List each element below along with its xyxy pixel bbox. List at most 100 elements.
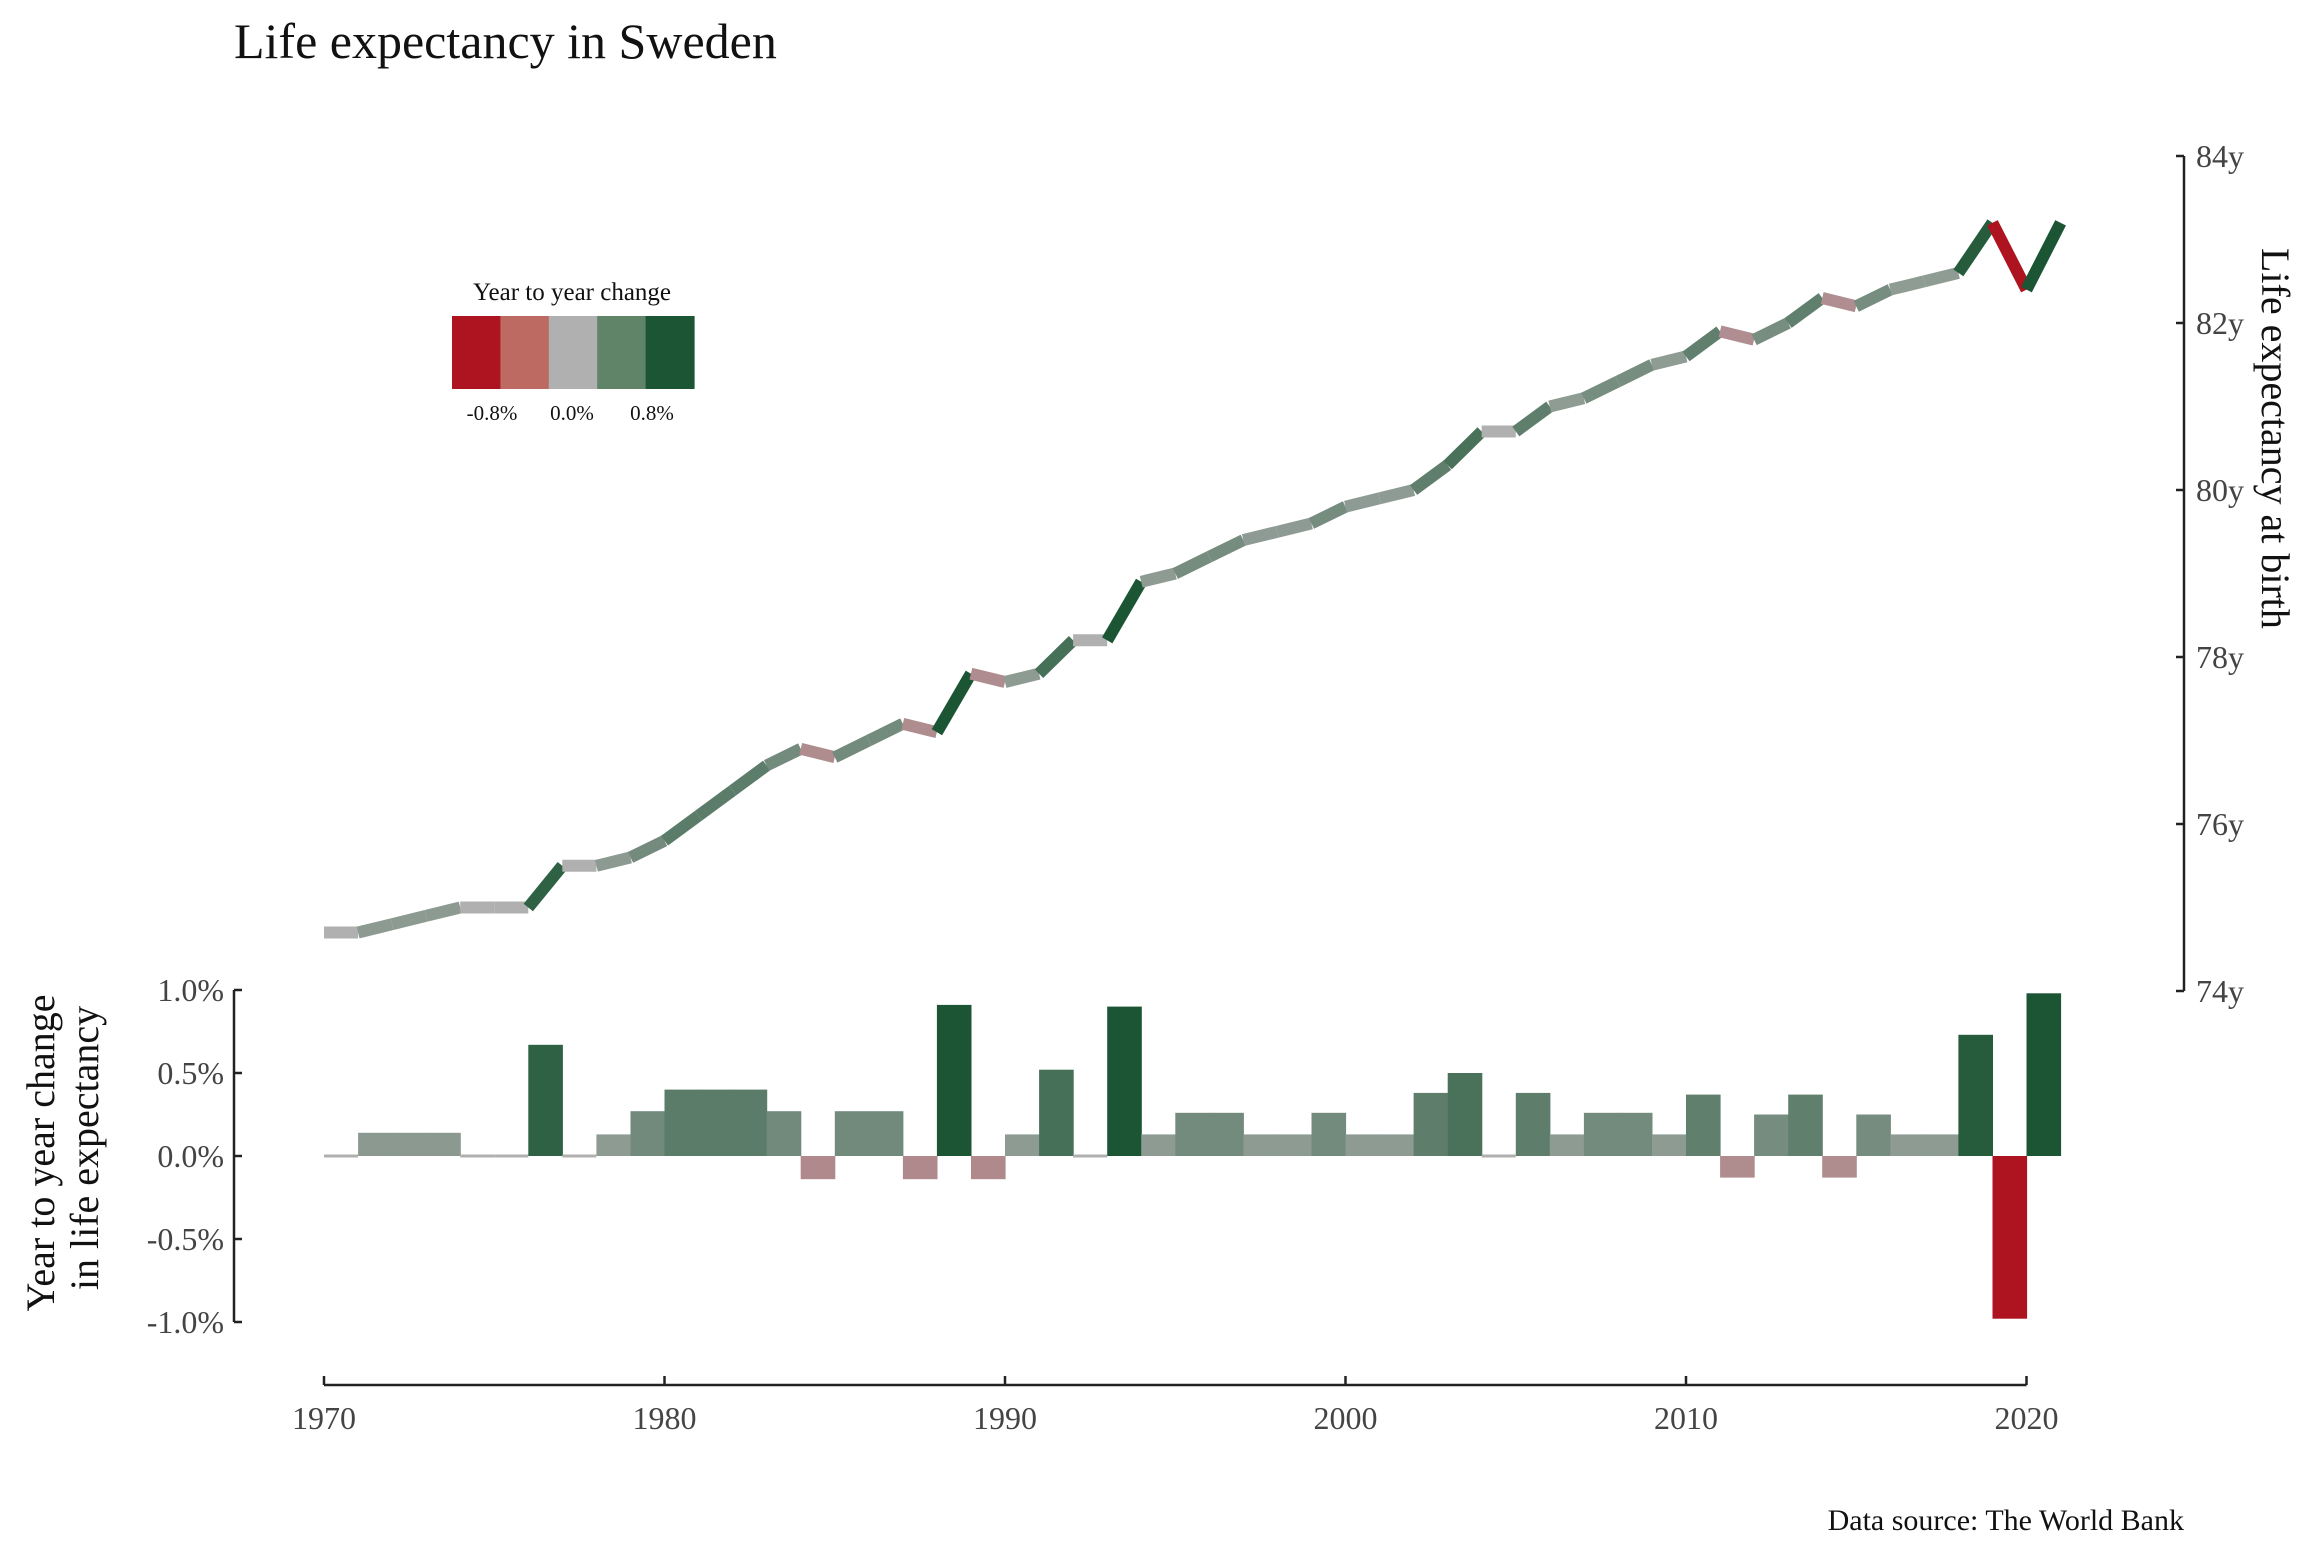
data-source: Data source: The World Bank — [1828, 1504, 2184, 1537]
bar — [800, 1156, 836, 1180]
line-segment — [523, 862, 567, 912]
bottom-axis-tick-label: 1980 — [633, 1400, 697, 1436]
bar — [1617, 1112, 1653, 1156]
line-segment — [1888, 275, 1926, 296]
bar — [1890, 1134, 1925, 1156]
bar — [664, 1089, 700, 1156]
line-segment — [799, 742, 837, 764]
bar — [1992, 1156, 2028, 1319]
bar — [392, 1132, 427, 1156]
line-segment — [1241, 525, 1279, 546]
line-segment — [594, 851, 632, 872]
line-segment — [1682, 326, 1724, 362]
yearly-change-axis: -1.0% -0.5% 0.0% 0.5% 1.0% — [147, 972, 242, 1340]
line-segment — [1344, 492, 1381, 513]
line-segment — [1410, 460, 1452, 495]
bar — [1447, 1073, 1483, 1156]
bottom-axis-tick-label: 2010 — [1654, 1400, 1718, 1436]
right-axis-tick-label: 74y — [2196, 973, 2244, 1009]
right-axis-tick-label: 82y — [2196, 305, 2244, 341]
line-segment — [1853, 284, 1893, 312]
life-expectancy-line-panel — [324, 219, 2066, 939]
bar — [1311, 1112, 1347, 1156]
line-segment — [1102, 578, 1147, 644]
line-segment — [356, 918, 394, 939]
bar-y-axis-title-line-1: Year to year change — [18, 995, 63, 1312]
line-segment — [2021, 220, 2066, 293]
bottom-axis-tick-label: 2000 — [1314, 1400, 1378, 1436]
line-segment — [832, 735, 872, 763]
line-segment — [1308, 501, 1349, 529]
bar — [358, 1132, 393, 1156]
bar-y-axis-title-line-2: in life expectancy — [62, 1006, 107, 1290]
bar — [1788, 1094, 1823, 1156]
line-segment — [1172, 551, 1212, 579]
legend-swatch — [452, 316, 501, 389]
legend-swatches — [452, 316, 695, 389]
bar — [1141, 1134, 1176, 1156]
line-segment — [660, 810, 703, 846]
bar — [1686, 1094, 1721, 1156]
bar — [766, 1111, 802, 1156]
bar — [1822, 1156, 1857, 1178]
bar — [732, 1089, 768, 1156]
bottom-axis-tick-label: 1970 — [292, 1400, 356, 1436]
legend-swatch — [548, 316, 598, 389]
bar — [1379, 1134, 1415, 1156]
line-segment — [1922, 267, 1960, 288]
yearly-change-bar-panel — [324, 993, 2062, 1319]
legend-swatch — [597, 316, 647, 389]
left-axis-tick-label: -1.0% — [147, 1304, 224, 1340]
line-segment — [1034, 636, 1078, 678]
bar — [1413, 1092, 1449, 1156]
line-segment — [1139, 567, 1177, 588]
line-segment — [1512, 401, 1554, 437]
line-segment — [1987, 220, 2032, 293]
line-segment — [969, 667, 1007, 688]
line-segment — [390, 909, 428, 931]
bar — [1924, 1134, 1959, 1156]
legend-swatch — [500, 316, 550, 389]
line-segment — [931, 670, 977, 736]
year-axis: 1970 1980 1990 2000 2010 2020 — [292, 1376, 2059, 1436]
bar-y-axis-title: Year to year change in life expectancy — [18, 985, 107, 1312]
line-y-axis-title: Life expectancy at birth — [2253, 248, 2298, 629]
legend-label-neg: -0.8% — [467, 401, 518, 425]
line-segment — [901, 717, 939, 739]
bar — [1209, 1112, 1244, 1156]
color-legend: Year to year change -0.8% 0.0% 0.8% — [452, 279, 695, 425]
bottom-axis-tick-label: 2020 — [1995, 1400, 2059, 1436]
legend-label-zero: 0.0% — [550, 401, 594, 425]
bar — [1243, 1134, 1278, 1156]
line-segment — [1378, 484, 1416, 505]
left-axis-tick-label: 0.0% — [157, 1138, 224, 1174]
bar — [936, 1004, 972, 1156]
line-segment — [1650, 350, 1688, 371]
left-axis-tick-label: 0.5% — [157, 1055, 224, 1091]
bar — [698, 1089, 734, 1156]
line-segment — [763, 743, 804, 771]
line-segment — [1784, 293, 1826, 328]
line-segment — [1718, 325, 1756, 346]
line-segment — [1751, 317, 1791, 346]
legend-label-pos: 0.8% — [630, 401, 674, 425]
line-segment — [1615, 359, 1655, 387]
bar — [1107, 1006, 1142, 1156]
bar — [2026, 993, 2062, 1156]
bar — [1175, 1112, 1210, 1156]
legend-title: Year to year change — [473, 279, 671, 306]
legend-swatch — [645, 316, 695, 389]
bar — [1720, 1156, 1755, 1178]
line-segment — [866, 718, 906, 746]
bar — [630, 1111, 666, 1156]
bar — [868, 1111, 904, 1156]
left-axis-tick-label: 1.0% — [157, 972, 224, 1008]
bar — [1005, 1134, 1040, 1156]
bar — [1549, 1134, 1585, 1156]
right-axis-tick-label: 78y — [2196, 639, 2244, 675]
line-segment — [1003, 667, 1041, 688]
bar — [1345, 1134, 1381, 1156]
left-axis-tick-label: -0.5% — [147, 1221, 224, 1257]
bottom-axis-tick-label: 1990 — [973, 1400, 1037, 1436]
